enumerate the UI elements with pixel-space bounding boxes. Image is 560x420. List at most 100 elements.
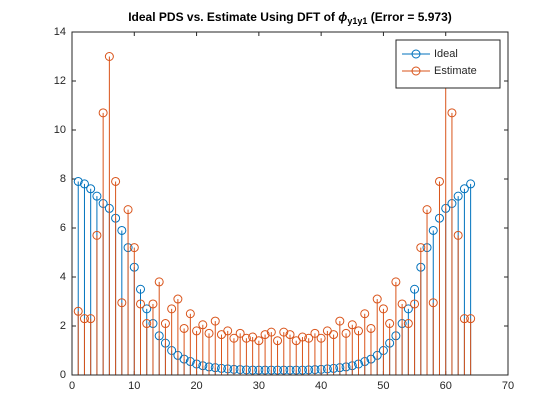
stem-marker (123, 205, 133, 215)
stem-marker (142, 304, 152, 314)
y-tick-label: 4 (60, 271, 66, 283)
stem-marker (136, 284, 146, 294)
stem-marker (466, 314, 476, 324)
stem-marker (316, 333, 326, 343)
stem-marker (416, 243, 426, 253)
stem-marker (111, 176, 121, 186)
legend-label: Ideal (434, 48, 458, 60)
stem-marker (92, 230, 102, 240)
stem-marker (179, 323, 189, 333)
y-tick-label: 2 (60, 320, 66, 332)
x-tick-label: 30 (253, 380, 265, 392)
y-tick-label: 10 (54, 124, 66, 136)
y-tick-label: 12 (54, 75, 66, 87)
stem-marker (428, 298, 438, 308)
stem-marker (391, 277, 401, 287)
legend-marker (411, 66, 421, 76)
stem-marker (160, 319, 170, 329)
stem-marker (372, 294, 382, 304)
stem-marker (136, 299, 146, 309)
stem-marker (366, 323, 376, 333)
stem-marker (422, 205, 432, 215)
chart-title: Ideal PDS vs. Estimate Using DFT of ϕy1y… (128, 10, 452, 26)
y-tick-label: 0 (60, 369, 66, 381)
stem-marker (142, 319, 152, 329)
legend-box (395, 39, 501, 89)
stem-marker (79, 179, 89, 189)
stem-marker (347, 320, 357, 330)
stem-marker (204, 328, 214, 338)
stem-marker (453, 191, 463, 201)
stem-marker (104, 52, 114, 61)
stem-marker (434, 176, 444, 186)
stem-marker (285, 330, 295, 340)
stem-marker (403, 319, 413, 329)
x-tick-label: 20 (190, 380, 202, 392)
stem-marker (279, 327, 289, 337)
stem-marker (148, 299, 158, 309)
stem-marker (266, 327, 276, 337)
legend-marker (411, 49, 421, 59)
stem-marker (117, 225, 127, 235)
stem-marker (173, 294, 183, 304)
stem-marker (73, 176, 83, 186)
stem-marker (378, 304, 388, 314)
stem-marker (86, 184, 96, 194)
stem-marker (241, 333, 251, 343)
plot-area (72, 32, 508, 375)
x-tick-label: 10 (128, 380, 140, 392)
title-text: Ideal PDS vs. Estimate Using DFT of (128, 10, 338, 24)
stem-marker (397, 299, 407, 309)
stem-marker (79, 314, 89, 324)
x-tick-label: 60 (440, 380, 452, 392)
legend-label: Estimate (434, 65, 477, 77)
stem-marker (254, 336, 264, 346)
stem-marker (428, 225, 438, 235)
y-tick-label: 14 (54, 26, 66, 38)
stem-marker (329, 330, 339, 340)
stem-marker (73, 306, 83, 316)
x-tick-label: 0 (69, 380, 75, 392)
stem-marker (297, 332, 307, 342)
x-tick-label: 70 (502, 380, 514, 392)
stem-marker (273, 336, 283, 346)
stem-marker (360, 309, 370, 319)
title-suffix: (Error = 5.973) (367, 10, 451, 24)
stem-marker (117, 298, 127, 308)
stem-marker (447, 108, 457, 118)
stem-marker (129, 243, 139, 253)
stem-marker (86, 314, 96, 324)
y-tick-label: 8 (60, 173, 66, 185)
stem-marker (335, 316, 345, 326)
x-tick-label: 40 (315, 380, 327, 392)
stem-marker (466, 179, 476, 189)
title-subscript: y1y1 (347, 16, 367, 26)
stem-marker (410, 284, 420, 294)
stem-marker (304, 333, 314, 343)
stem-marker (198, 320, 208, 330)
stem-marker (223, 326, 233, 336)
stem-marker (341, 328, 351, 338)
stem-marker (185, 309, 195, 319)
stem-marker (459, 184, 469, 194)
axes-box (71, 31, 509, 376)
stem-marker (459, 314, 469, 324)
title-symbol: ϕ (338, 10, 347, 24)
y-tick-label: 6 (60, 222, 66, 234)
stem-marker (154, 277, 164, 287)
stem-marker (385, 319, 395, 329)
stem-marker (410, 299, 420, 309)
stem-marker (167, 304, 177, 314)
x-tick-label: 50 (377, 380, 389, 392)
stem-marker (192, 326, 202, 336)
stem-marker (92, 191, 102, 201)
stem-marker (260, 330, 270, 340)
stem-marker (354, 326, 364, 336)
stem-marker (210, 316, 220, 326)
stem-marker (98, 108, 108, 118)
stem-marker (235, 328, 245, 338)
stem-marker (403, 304, 413, 314)
stem-marker (310, 328, 320, 338)
stem-marker (453, 230, 463, 240)
